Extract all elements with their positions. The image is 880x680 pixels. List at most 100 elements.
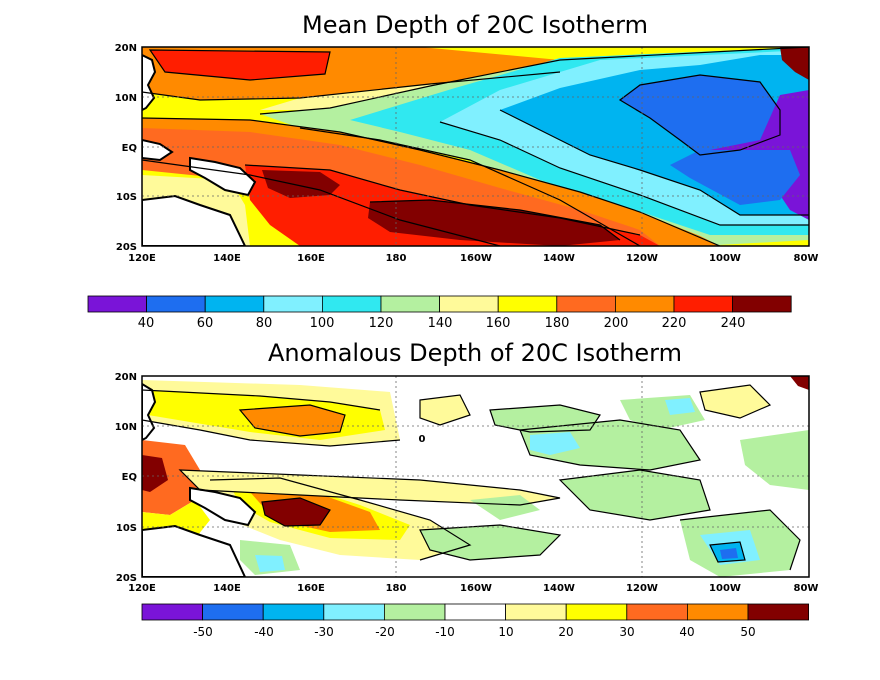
- mean-band-south-darkred2: [368, 200, 620, 246]
- mean-lon-label: 160E: [297, 253, 325, 264]
- anomaly-colorbar-swatch: [202, 603, 264, 621]
- anom-east-green5: [470, 495, 540, 520]
- anom-lat-label: 10S: [116, 523, 137, 534]
- anom-land-newguinea: [189, 486, 257, 527]
- mean-colorbar-swatch: [673, 295, 733, 313]
- mean-colorbar-swatch: [732, 295, 792, 313]
- anomaly-colorbar-label: -40: [254, 625, 274, 639]
- anomaly-colorbar-labels: -50 -40 -30 -20 -10 10 20 30 40 50: [193, 625, 755, 639]
- mean-lon-labels: 120E 140E 160E 180 160W 140W 120W 100W 8…: [128, 253, 818, 264]
- anomaly-colorbar-label: -50: [193, 625, 213, 639]
- anom-lon-labels: 120E 140E 160E 180 160W 140W 120W 100W 8…: [128, 583, 818, 594]
- anom-lat-label: EQ: [122, 472, 137, 483]
- mean-colorbar-swatch: [263, 295, 323, 313]
- anom-se-blue: [720, 548, 738, 559]
- anomaly-depth-map: 0: [142, 376, 809, 577]
- mean-lon-label: 160W: [460, 253, 492, 264]
- anomaly-colorbar-label: -20: [375, 625, 395, 639]
- mean-lon-label: 120E: [128, 253, 156, 264]
- anom-east-cyan1: [530, 432, 580, 455]
- anom-lon-label: 180: [386, 583, 407, 594]
- mean-lon-label: 180: [386, 253, 407, 264]
- anom-north-orange: [240, 405, 345, 436]
- mean-band-blue: [620, 75, 780, 155]
- mean-colorbar-swatch: [380, 295, 440, 313]
- anomaly-colorbar-swatch: [565, 603, 628, 621]
- mean-depth-map: [142, 47, 809, 246]
- mean-colorbar-swatch: [556, 295, 616, 313]
- anomaly-depth-frame: [141, 375, 810, 578]
- mean-lat-label: 10N: [115, 93, 137, 104]
- anom-lat-labels: 20N 10N EQ 10S 20S: [115, 372, 137, 584]
- anomaly-depth-title: Anomalous Depth of 20C Isotherm: [268, 339, 682, 367]
- mean-colorbar-label: 200: [604, 316, 629, 331]
- mean-land-indonesia: [142, 138, 174, 162]
- anom-east-green6: [560, 470, 710, 520]
- mean-lon-label: 140W: [543, 253, 575, 264]
- mean-band-blue-east: [670, 150, 800, 205]
- mean-colorbar-swatch: [146, 295, 206, 313]
- anomaly-colorbar-swatch: [141, 603, 203, 621]
- anomaly-colorbar-label: -10: [435, 625, 455, 639]
- mean-colorbar-swatch: [615, 295, 675, 313]
- anom-west-darkred: [142, 455, 168, 492]
- mean-colorbar: [87, 295, 792, 313]
- anomaly-colorbar-label: 50: [740, 625, 755, 639]
- mean-colorbar-label: 80: [256, 316, 273, 331]
- anom-lon-label: 140W: [543, 583, 575, 594]
- anom-ne-darkred: [790, 376, 809, 390]
- mean-colorbar-label: 40: [138, 316, 155, 331]
- mean-lon-label: 120W: [626, 253, 658, 264]
- mean-lat-label: EQ: [122, 143, 137, 154]
- mean-lat-label: 20S: [116, 242, 137, 253]
- mean-colorbar-label: 240: [721, 316, 746, 331]
- anom-lon-label: 160E: [297, 583, 325, 594]
- anomaly-colorbar-label: -30: [314, 625, 334, 639]
- anom-eq-lightyellow: [180, 470, 560, 505]
- mean-colorbar-swatch: [321, 295, 382, 313]
- anom-east-green7: [420, 525, 560, 560]
- mean-lat-labels: 20N 10N EQ 10S 20S: [115, 43, 137, 253]
- mean-colorbar-label: 100: [310, 316, 335, 331]
- anomaly-colorbar-swatch: [747, 603, 809, 621]
- mean-colorbar-label: 160: [486, 316, 511, 331]
- anom-lon-label: 80W: [794, 583, 819, 594]
- anom-lon-label: 100W: [709, 583, 741, 594]
- mean-colorbar-label: 120: [369, 316, 394, 331]
- anom-south-darkred: [262, 498, 330, 526]
- mean-lon-label: 80W: [794, 253, 819, 264]
- mean-band-north-red: [150, 50, 330, 80]
- mean-colorbar-swatch: [497, 295, 558, 313]
- mean-colorbar-label: 140: [428, 316, 453, 331]
- anom-east-cyan2: [665, 398, 695, 415]
- mean-lat-label: 20N: [115, 43, 137, 54]
- anomaly-colorbar-label: 40: [679, 625, 694, 639]
- mean-lat-label: 10S: [116, 192, 137, 203]
- anom-sw-cyan: [255, 555, 285, 572]
- anom-east-green4: [740, 430, 809, 490]
- anomaly-colorbar-label: 30: [619, 625, 634, 639]
- anomaly-colorbar-swatch: [505, 603, 567, 621]
- anom-blob-yellow2: [700, 385, 770, 418]
- anom-contours: [142, 384, 801, 571]
- mean-land-newguinea: [189, 156, 257, 197]
- anom-lon-label: 160W: [460, 583, 492, 594]
- mean-colorbar-label: 180: [545, 316, 570, 331]
- anom-lon-label: 120W: [626, 583, 658, 594]
- anomaly-colorbar-swatch: [383, 603, 446, 621]
- mean-band-south-darkred1: [262, 170, 340, 198]
- anom-gridlines: [142, 376, 809, 577]
- mean-colorbar-label: 60: [197, 316, 214, 331]
- mean-colorbar-swatch: [439, 295, 499, 313]
- mean-depth-title: Mean Depth of 20C Isotherm: [302, 11, 648, 39]
- anomaly-colorbar-swatch: [262, 603, 325, 621]
- mean-contours: [142, 47, 809, 246]
- anomaly-colorbar-swatch: [626, 603, 688, 621]
- mean-colorbar-swatch: [87, 295, 147, 313]
- mean-colorbar-swatch: [204, 295, 265, 313]
- mean-band-ne-darkred: [780, 47, 809, 80]
- anom-contour-zero-label: 0: [419, 434, 426, 445]
- mean-land-australia: [142, 194, 247, 246]
- anomaly-colorbar: [141, 603, 809, 621]
